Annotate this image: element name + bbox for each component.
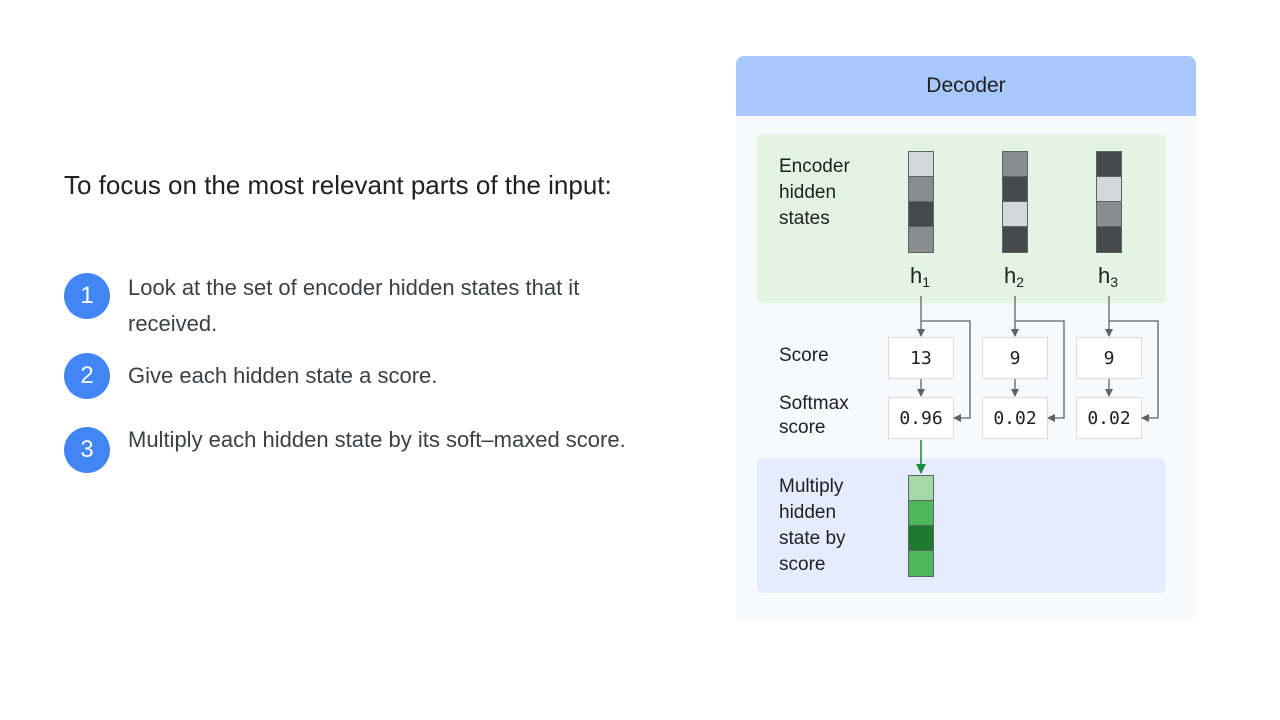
flow-arrows [916,296,1159,474]
arrow-h1-bypass [921,320,971,422]
vector-cell [1003,177,1027,202]
vector-cell [1003,202,1027,227]
weighted-hidden-state-vector [908,475,934,577]
hidden-state-index: 2 [1016,274,1025,290]
vector-cell [1097,177,1121,202]
vector-cell [1003,227,1027,252]
softmax-box-2: 0.02 [982,397,1048,439]
arrow-h3-bypass [1109,320,1159,422]
vector-cell [909,202,933,227]
result-cell [909,551,933,576]
vector-cell [909,177,933,202]
step-number-badge: 3 [64,427,110,473]
result-cell [909,476,933,501]
arrow-h2-bypass [1015,320,1065,422]
softmax-score-label: Softmax score [779,393,849,438]
hidden-state-symbol: h [910,263,923,288]
vector-cell [1097,152,1121,177]
hidden-state-vector-1 [908,151,934,253]
hidden-state-vector-3 [1096,151,1122,253]
hidden-state-label-3: h3 [1098,263,1119,290]
result-cell [909,501,933,526]
step-number-badge: 2 [64,353,110,399]
step-text: Look at the set of encoder hidden states… [128,275,580,336]
encoder-hidden-states-label: Encoder hidden states [779,156,850,229]
hidden-state-symbol: h [1098,263,1111,288]
hidden-state-symbol: h [1004,263,1017,288]
result-cell [909,526,933,551]
score-box-2: 9 [982,337,1048,379]
multiply-label: Multiply hidden state by score [779,476,846,575]
vector-cell [909,227,933,252]
hidden-state-label-2: h2 [1004,263,1025,290]
score-box-1: 13 [888,337,954,379]
vector-cell [1097,202,1121,227]
hidden-state-index: 3 [1110,274,1119,290]
softmax-box-1: 0.96 [888,397,954,439]
decoder-title: Decoder [736,56,1196,116]
softmax-box-3: 0.02 [1076,397,1142,439]
step-text: Multiply each hidden state by its soft–m… [128,427,626,452]
hidden-state-vector-2 [1002,151,1028,253]
score-label: Score [779,345,829,366]
vector-cell [1097,227,1121,252]
step-text: Give each hidden state a score. [128,363,438,388]
step-number-badge: 1 [64,273,110,319]
hidden-state-label-1: h1 [910,263,931,290]
slide-heading: To focus on the most relevant parts of t… [64,170,612,200]
score-box-3: 9 [1076,337,1142,379]
vector-cell [1003,152,1027,177]
multiply-region [757,458,1166,593]
decoder-panel: Decoder Encoder hidden states Score Soft… [736,56,1196,620]
vector-cell [909,152,933,177]
hidden-state-index: 1 [922,274,931,290]
